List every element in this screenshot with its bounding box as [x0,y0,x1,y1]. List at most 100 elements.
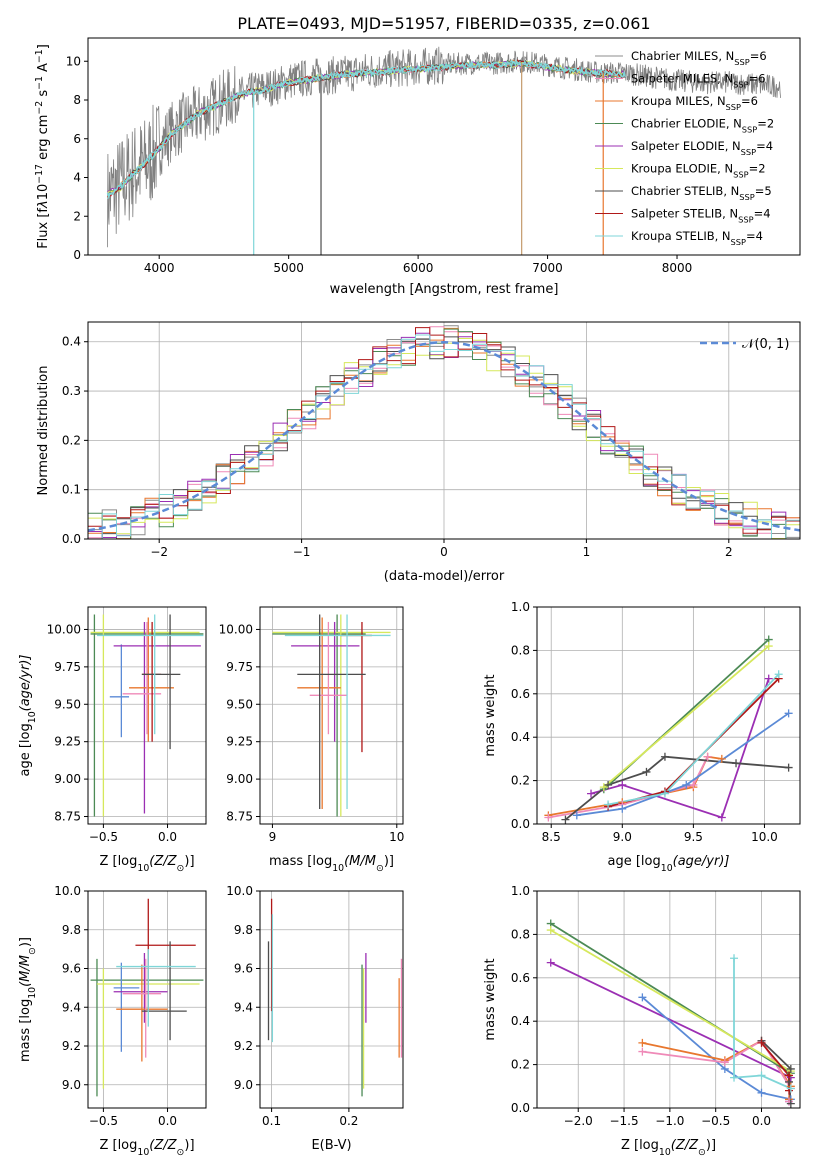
weight-point-marker [720,1058,729,1067]
residual-histogram [88,334,800,539]
x-axis-label: Z [log10(Z/Z⊙)] [621,1138,716,1158]
x-axis-label-part: (age/yr)] [673,854,730,869]
axes-frame [259,890,404,1109]
weight-point-marker [786,1099,795,1108]
y-tick-label: 9.2 [62,1039,81,1053]
y-axis-label-part: erg cm [36,115,51,164]
x-tick-label: −0.5 [701,1114,730,1128]
y-axis-label-part: −17 [34,164,45,184]
y-tick-label: 10.0 [226,884,253,898]
spectrum-panel: 4000 5000 6000 7000 8000 0 2 4 6 8 10 Chabrier MILE… [34,37,801,297]
legend-entry-part: SSP [739,192,754,202]
y-axis-label: mass weight [483,674,498,756]
y-tick-label: 0.8 [511,927,530,941]
y-tick-label: 0.2 [511,774,530,788]
x-axis-label: E(B-V) [311,1138,351,1153]
y-tick-label: 1.0 [511,600,530,614]
y-axis-label-part: 10 [27,711,38,723]
x-axis-label-part: (Z/Z [149,1138,177,1153]
y-axis-label-part: Flux [f [36,208,51,249]
x-axis-label-part: ⊙ [698,1147,706,1158]
y-axis-label-part: s [36,90,51,101]
weight-point-marker [638,1047,647,1056]
x-tick-label: 2 [725,545,733,559]
x-axis-label-part: ⊙ [177,1147,185,1158]
weight-point-marker [757,1088,766,1097]
weight-point-marker [604,800,613,809]
x-tick-label: 1 [583,545,591,559]
y-axis-label-part: −1 [34,76,45,90]
x-axis-label-part: 10 [659,1147,671,1158]
y-tick-label: 8 [73,93,81,107]
x-tick-label: 0.1 [262,1114,281,1128]
legend-entry-part: SSP [731,237,746,247]
x-axis-label: mass [log10(M/M⊙)] [269,854,394,874]
x-tick-label: −0.5 [89,830,118,844]
y-tick-label: 2 [73,209,81,223]
weight-vs-z-panel: −2.0 −1.5 −1.0 −0.5 0.0 0.0 0.2 0.4 0.6 0.8 1.0 Z [… [483,884,801,1158]
y-tick-label: 0 [73,248,81,262]
y-axis-label-part: 10 [27,987,38,999]
legend-entry-part: SSP [742,125,757,135]
legend-entry: Salpeter MILES, NSSP=6 [631,72,766,90]
weight-point-marker [660,752,669,761]
weight-point-marker [757,1038,766,1047]
x-axis-label-part: ⊙ [376,863,384,874]
axes-frame [259,606,404,825]
y-tick-label: 9.25 [54,735,81,749]
y-axis-label-part: (M/M [18,955,33,987]
x-tick-label: −1 [293,545,311,559]
legend-entry-part: Kroupa ELODIE, N [631,162,733,176]
weight-point-marker [786,1064,795,1073]
legend-entry-part: Kroupa MILES, N [631,94,726,108]
x-axis-label-part: Z [log [99,1138,137,1153]
y-tick-label: 9.50 [54,697,81,711]
weight-series-line [603,645,770,788]
legend-entry: Kroupa MILES, NSSP=6 [631,94,758,112]
x-tick-label: 9.5 [684,830,703,844]
legend-entry-part: Chabrier ELODIE, N [631,117,742,131]
weight-point-marker [730,1073,739,1082]
legend-entry-part: SSP [741,147,756,157]
plot-area [88,325,800,539]
x-tick-label: 0 [440,545,448,559]
x-axis-label: age [log10(age/yr)] [608,854,730,874]
legend-entry-part: =6 [750,49,767,63]
y-tick-label: 4 [73,171,81,185]
weight-series-line [576,712,790,817]
x-axis-label-part: )] [184,854,194,869]
y-tick-label: 9.75 [54,660,81,674]
y-tick-label: 9.4 [62,1000,81,1014]
legend-entry-part: Salpeter MILES, N [631,72,733,86]
legend-entry-part: =2 [749,162,766,176]
y-tick-label: 9.0 [62,1078,81,1092]
legend-entry-part: =6 [749,72,766,86]
x-axis-label: (data-model)/error [384,569,505,584]
y-axis-label-part: −1 [34,49,45,63]
x-tick-label: −1.5 [609,1114,638,1128]
x-axis-label-part: (M/M [344,854,376,869]
residuals-panel: −2 −1 0 1 2 0.0 0.1 0.2 0.3 0.4 𝒩(0, 1) (data-model… [36,321,801,584]
legend-entry: Chabrier STELIB, NSSP=5 [631,184,772,202]
x-axis-label-part: 10 [332,863,344,874]
y-tick-label: 0.2 [511,1058,530,1072]
x-axis-label-part: (Z/Z [149,854,177,869]
y-axis-label: age [log10(age/yr)] [18,655,38,777]
x-tick-label: −0.5 [89,1114,118,1128]
y-axis-label: Flux [fλ10−17 erg cm−2 s−1 A−1] [34,44,52,249]
legend-entry-part: Chabrier MILES, N [631,49,734,63]
axes-frame [87,37,801,256]
weight-point-marker [546,926,555,935]
weight-point-marker [604,780,613,789]
y-tick-label: 0.0 [62,532,81,546]
y-tick-label: 8.75 [54,810,81,824]
legend-entry-part: =4 [756,139,773,153]
axes-frame [87,606,207,825]
legend-entry-part: =6 [741,94,758,108]
weight-point-marker [717,813,726,822]
x-tick-label: 8000 [662,261,693,275]
weight-point-marker [703,752,712,761]
